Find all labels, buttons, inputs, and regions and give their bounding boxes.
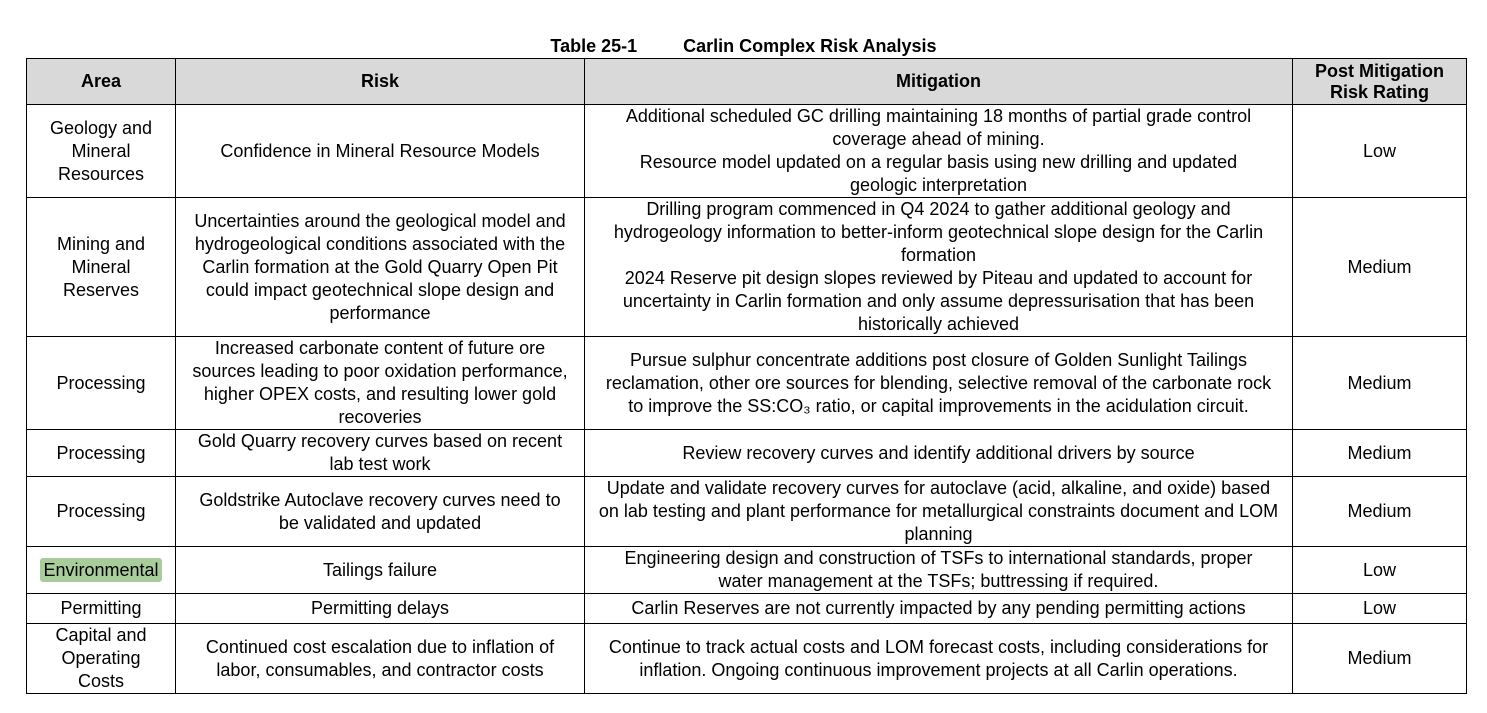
area-cell: Processing [26, 429, 176, 477]
rating-cell: Low [1292, 593, 1467, 624]
rating-cell: Medium [1292, 336, 1467, 430]
mitigation-cell: Continue to track actual costs and LOM f… [584, 623, 1293, 694]
mitigation-text: Resource model updated on a regular basi… [639, 152, 1238, 195]
table-title: Carlin Complex Risk Analysis [683, 36, 937, 56]
mitigation-text: Review recovery curves and identify addi… [682, 442, 1195, 463]
header-rating-line1: Post Mitigation [1315, 60, 1444, 81]
mitigation-cell: Review recovery curves and identify addi… [584, 429, 1293, 477]
area-cell: Processing [26, 336, 176, 430]
mitigation-cell: Additional scheduled GC drilling maintai… [584, 104, 1293, 198]
highlighted-area-label: Environmental [40, 557, 162, 582]
table-row: Environmental Tailings failure Engineeri… [26, 546, 1467, 594]
table-row: Processing Goldstrike Autoclave recovery… [26, 476, 1467, 547]
area-cell: Capital and Operating Costs [26, 623, 176, 694]
mitigation-cell: Pursue sulphur concentrate additions pos… [584, 336, 1293, 430]
risk-cell: Goldstrike Autoclave recovery curves nee… [175, 476, 585, 547]
mitigation-cell: Drilling program commenced in Q4 2024 to… [584, 197, 1293, 337]
mitigation-text: Additional scheduled GC drilling maintai… [625, 106, 1252, 149]
mitigation-cell: Carlin Reserves are not currently impact… [584, 593, 1293, 624]
header-risk: Risk [175, 58, 585, 105]
table-row: Processing Gold Quarry recovery curves b… [26, 429, 1467, 477]
area-cell: Processing [26, 476, 176, 547]
risk-cell: Increased carbonate content of future or… [175, 336, 585, 430]
table-row: Capital and Operating Costs Continued co… [26, 623, 1467, 694]
risk-cell: Permitting delays [175, 593, 585, 624]
risk-cell: Continued cost escalation due to inflati… [175, 623, 585, 694]
table-row: Processing Increased carbonate content o… [26, 336, 1467, 430]
header-area: Area [26, 58, 176, 105]
table-number: Table 25-1 [550, 36, 638, 56]
risk-cell: Confidence in Mineral Resource Models [175, 104, 585, 198]
header-mitigation: Mitigation [584, 58, 1293, 105]
mitigation-text: Pursue sulphur concentrate additions pos… [605, 349, 1272, 416]
mitigation-text: Update and validate recovery curves for … [598, 478, 1279, 544]
header-rating-line2: Risk Rating [1329, 81, 1430, 102]
header-row: Area Risk Mitigation Post Mitigation Ris… [26, 58, 1467, 105]
risk-cell: Gold Quarry recovery curves based on rec… [175, 429, 585, 477]
table-caption: Table 25-1 Carlin Complex Risk Analysis [0, 35, 1487, 57]
table-row: Geology and Mineral Resources Confidence… [26, 104, 1467, 198]
table-row: Permitting Permitting delays Carlin Rese… [26, 593, 1467, 624]
rating-cell: Medium [1292, 429, 1467, 477]
rating-cell: Medium [1292, 197, 1467, 337]
rating-cell: Medium [1292, 623, 1467, 694]
area-cell: Environmental [26, 546, 176, 594]
mitigation-text: 2024 Reserve pit design slopes reviewed … [622, 268, 1255, 334]
header-rating: Post Mitigation Risk Rating [1292, 58, 1467, 105]
risk-analysis-table: Area Risk Mitigation Post Mitigation Ris… [26, 58, 1467, 694]
risk-cell: Tailings failure [175, 546, 585, 594]
rating-cell: Medium [1292, 476, 1467, 547]
mitigation-text: Carlin Reserves are not currently impact… [631, 598, 1246, 618]
mitigation-cell: Update and validate recovery curves for … [584, 476, 1293, 547]
mitigation-text: Drilling program commenced in Q4 2024 to… [613, 199, 1264, 265]
rating-cell: Low [1292, 546, 1467, 594]
area-cell: Permitting [26, 593, 176, 624]
mitigation-cell: Engineering design and construction of T… [584, 546, 1293, 594]
mitigation-text: Engineering design and construction of T… [624, 548, 1253, 591]
area-cell: Geology and Mineral Resources [26, 104, 176, 198]
table-row: Mining and Mineral Reserves Uncertaintie… [26, 197, 1467, 337]
rating-cell: Low [1292, 104, 1467, 198]
mitigation-text: Continue to track actual costs and LOM f… [608, 636, 1269, 680]
risk-cell: Uncertainties around the geological mode… [175, 197, 585, 337]
area-cell: Mining and Mineral Reserves [26, 197, 176, 337]
